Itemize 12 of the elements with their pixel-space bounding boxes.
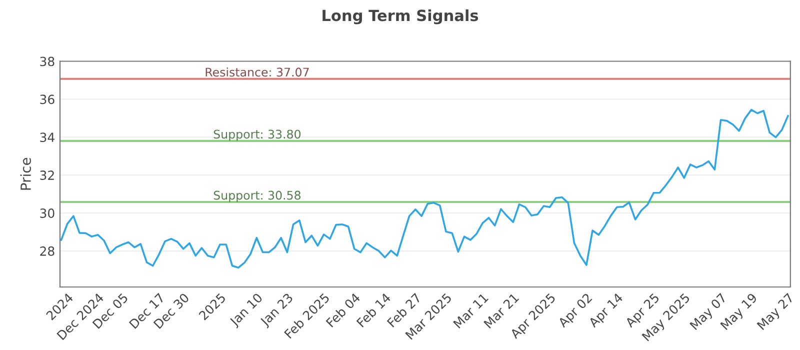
ref-line-label: Support: 33.80 <box>214 130 301 141</box>
y-tick-label: 28 <box>40 246 54 256</box>
line-series <box>60 108 789 269</box>
ref-line-label: Support: 30.58 <box>214 190 300 202</box>
ref-line-label: Resistance: 37.07 <box>206 67 309 77</box>
y-tick-label: 38 <box>40 56 54 66</box>
y-tick-label: 32 <box>40 170 54 180</box>
chart-title: Long Term Signals <box>322 9 478 24</box>
y-axis-title: Price <box>20 158 31 190</box>
y-tick-label: 30 <box>40 208 54 218</box>
y-tick-label: 34 <box>40 132 54 142</box>
y-tick-label: 36 <box>40 94 54 104</box>
